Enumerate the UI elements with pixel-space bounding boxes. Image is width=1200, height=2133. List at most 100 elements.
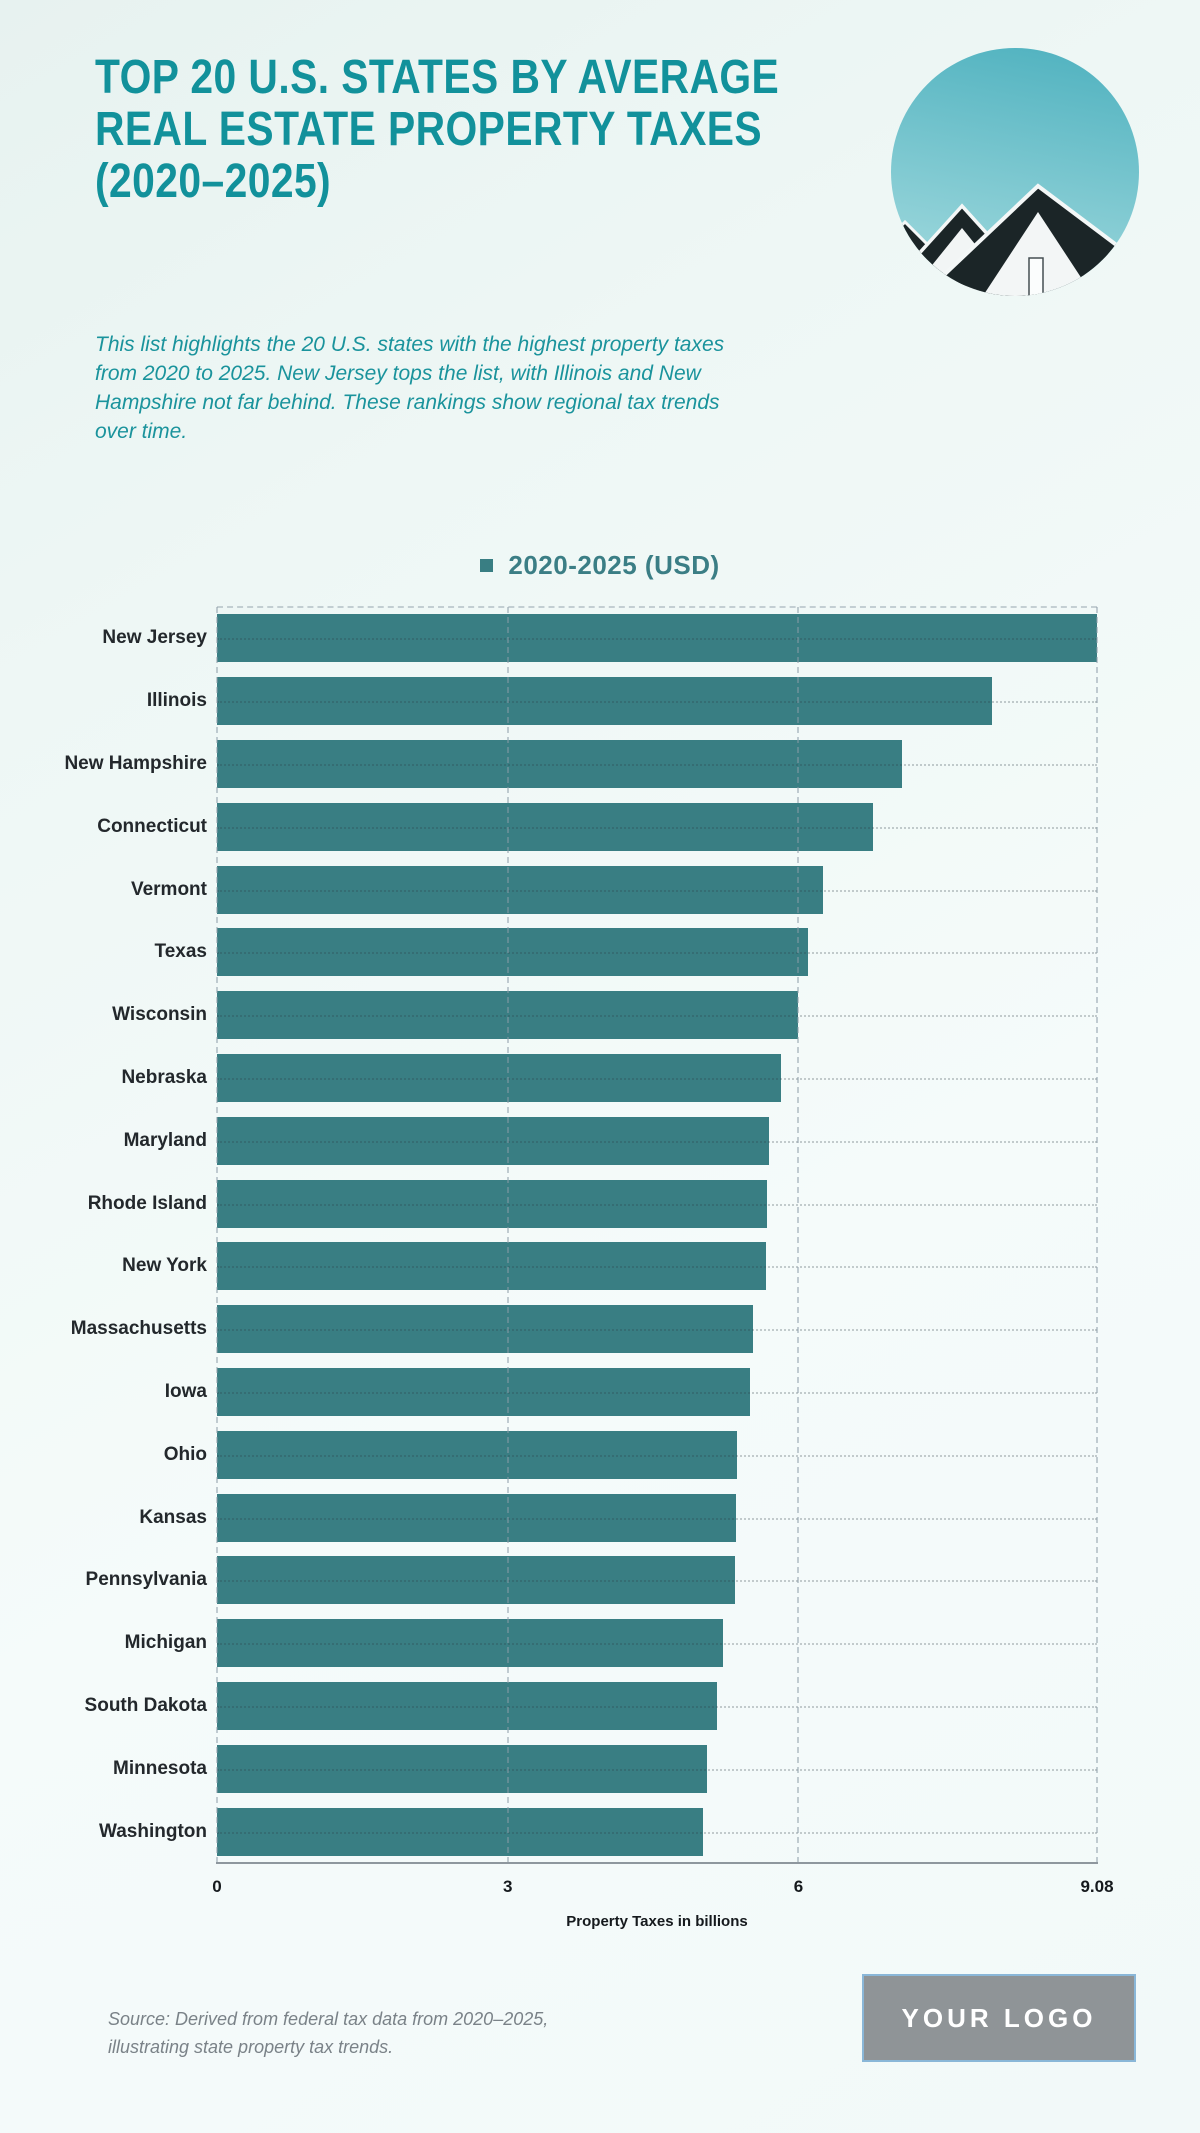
bar-ohio	[217, 1430, 738, 1479]
row-center-gridline	[217, 1140, 1097, 1143]
bar-row: Illinois	[0, 670, 1200, 733]
vertical-gridline	[797, 607, 800, 1863]
row-center-gridline	[217, 638, 1097, 641]
row-center-gridline	[217, 889, 1097, 892]
row-center-gridline	[217, 701, 1097, 704]
vertical-gridline	[216, 607, 218, 1863]
logo-placeholder: YOUR LOGO	[862, 1974, 1136, 2062]
bar-south-dakota	[217, 1681, 718, 1730]
state-label: Illinois	[146, 690, 207, 712]
state-label: Kansas	[139, 1506, 207, 1528]
bar-row: Massachusetts	[0, 1298, 1200, 1361]
bar-new-jersey	[217, 614, 1097, 663]
bar-row: New Hampshire	[0, 733, 1200, 796]
state-label: Michigan	[124, 1632, 207, 1654]
state-label: Nebraska	[121, 1066, 207, 1088]
row-center-gridline	[217, 1077, 1097, 1080]
row-center-gridline	[217, 1329, 1097, 1332]
bar-texas	[217, 928, 809, 977]
state-label: Minnesota	[113, 1757, 207, 1779]
bar-row: Maryland	[0, 1109, 1200, 1172]
bar-row: Michigan	[0, 1612, 1200, 1675]
chart-legend: 2020-2025 (USD)	[0, 550, 1200, 581]
bar-minnesota	[217, 1744, 708, 1793]
legend-label: 2020-2025 (USD)	[508, 550, 720, 580]
state-label: Texas	[154, 941, 207, 963]
bar-row: Minnesota	[0, 1737, 1200, 1800]
x-axis-title: Property Taxes in billions	[566, 1913, 748, 1930]
bar-row: Kansas	[0, 1486, 1200, 1549]
bar-row: Vermont	[0, 858, 1200, 921]
intro-paragraph: This list highlights the 20 U.S. states …	[95, 333, 725, 443]
title-line-1: TOP 20 U.S. STATES BY AVERAGE	[95, 51, 780, 104]
bar-chart: New Jersey Illinois New Hampshire Connectic…	[0, 606, 1200, 1947]
row-center-gridline	[217, 1015, 1097, 1018]
state-label: Pennsylvania	[85, 1569, 207, 1591]
bar-nebraska	[217, 1053, 782, 1102]
bar-iowa	[217, 1367, 751, 1416]
source-line-2: illustrating state property tax trends.	[108, 2037, 394, 2057]
bar-row: Washington	[0, 1800, 1200, 1863]
plot-top-gridline	[217, 606, 1097, 608]
state-label: Rhode Island	[87, 1192, 207, 1214]
row-center-gridline	[217, 1705, 1097, 1708]
bar-illinois	[217, 677, 993, 726]
row-center-gridline	[217, 1643, 1097, 1646]
bar-row: Iowa	[0, 1361, 1200, 1424]
bar-row: Connecticut	[0, 795, 1200, 858]
bar-michigan	[217, 1619, 723, 1668]
source-note: Source: Derived from federal tax data fr…	[108, 2005, 748, 2061]
bar-washington	[217, 1807, 703, 1856]
row-center-gridline	[217, 1517, 1097, 1520]
logo-text: YOUR LOGO	[901, 2002, 1097, 2033]
hero-rooftops-image	[891, 48, 1139, 296]
title-line-3: (2020–2025)	[95, 155, 332, 208]
row-center-gridline	[217, 1831, 1097, 1834]
bar-row: Ohio	[0, 1423, 1200, 1486]
row-center-gridline	[217, 952, 1097, 955]
page-title: TOP 20 U.S. STATES BY AVERAGE REAL ESTAT…	[95, 52, 900, 208]
row-center-gridline	[217, 1266, 1097, 1269]
row-center-gridline	[217, 826, 1097, 829]
bar-kansas	[217, 1493, 736, 1542]
row-center-gridline	[217, 1580, 1097, 1583]
bar-rhode-island	[217, 1179, 768, 1228]
bar-row: New Jersey	[0, 607, 1200, 670]
state-label: Connecticut	[97, 815, 207, 837]
state-label: Vermont	[130, 878, 207, 900]
row-center-gridline	[217, 1203, 1097, 1206]
state-label: New Hampshire	[64, 752, 207, 774]
row-center-gridline	[217, 763, 1097, 766]
x-tick-label: 3	[503, 1877, 513, 1896]
title-line-2: REAL ESTATE PROPERTY TAXES	[95, 103, 762, 156]
state-label: New Jersey	[102, 627, 207, 649]
state-label: Iowa	[164, 1380, 207, 1402]
bar-vermont	[217, 865, 823, 914]
state-label: Massachusetts	[70, 1318, 207, 1340]
state-label: Ohio	[163, 1443, 207, 1465]
state-label: Wisconsin	[112, 1004, 207, 1026]
bar-row: Pennsylvania	[0, 1549, 1200, 1612]
bar-row: Wisconsin	[0, 984, 1200, 1047]
x-tick-label: 6	[793, 1877, 804, 1896]
vertical-gridline	[506, 607, 509, 1863]
state-label: Washington	[99, 1820, 207, 1842]
x-axis-line	[216, 1862, 1098, 1864]
state-label: South Dakota	[84, 1694, 207, 1716]
legend-swatch-icon	[480, 559, 494, 572]
bar-row: Rhode Island	[0, 1172, 1200, 1235]
bar-new-hampshire	[217, 739, 903, 788]
bar-row: Texas	[0, 921, 1200, 984]
source-line-1: Source: Derived from federal tax data fr…	[108, 2009, 549, 2029]
row-center-gridline	[217, 1391, 1097, 1394]
bar-connecticut	[217, 802, 874, 851]
state-label: New York	[122, 1255, 207, 1277]
row-center-gridline	[217, 1454, 1097, 1457]
bar-maryland	[217, 1116, 770, 1165]
state-label: Maryland	[123, 1129, 207, 1151]
bar-row: New York	[0, 1235, 1200, 1298]
bar-new-york	[217, 1242, 766, 1291]
vertical-gridline	[1096, 607, 1098, 1863]
bar-row: Nebraska	[0, 1047, 1200, 1110]
